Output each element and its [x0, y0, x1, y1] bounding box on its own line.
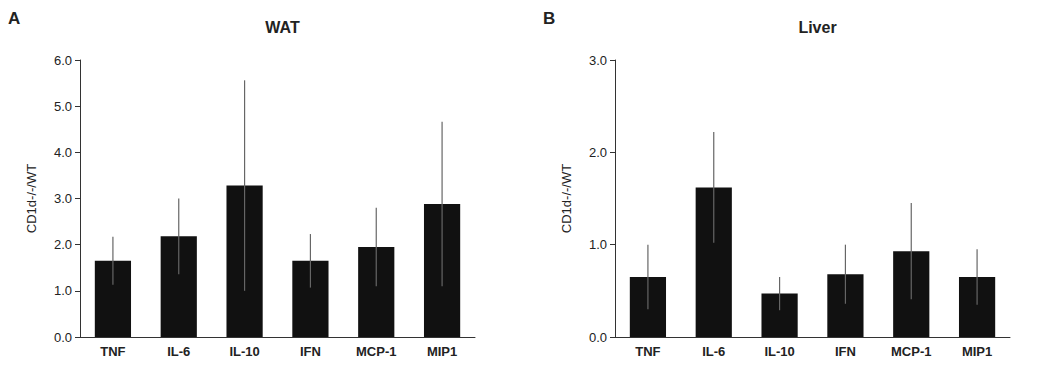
svg-text:TNF: TNF [635, 344, 660, 359]
svg-text:3.0: 3.0 [54, 191, 72, 206]
svg-text:CD1d-/-/WT: CD1d-/-/WT [24, 164, 39, 233]
svg-text:B: B [543, 9, 555, 28]
svg-text:MIP1: MIP1 [962, 344, 992, 359]
svg-text:A: A [8, 9, 20, 28]
svg-text:2.0: 2.0 [589, 145, 607, 160]
svg-text:IL-6: IL-6 [702, 344, 725, 359]
svg-text:Liver: Liver [798, 19, 836, 36]
svg-text:0.0: 0.0 [589, 330, 607, 345]
svg-text:4.0: 4.0 [54, 145, 72, 160]
svg-text:1.0: 1.0 [54, 283, 72, 298]
svg-text:MCP-1: MCP-1 [891, 344, 931, 359]
svg-text:TNF: TNF [100, 344, 125, 359]
svg-text:0.0: 0.0 [54, 330, 72, 345]
svg-text:3.0: 3.0 [589, 53, 607, 68]
svg-text:IL-6: IL-6 [167, 344, 190, 359]
svg-text:5.0: 5.0 [54, 99, 72, 114]
svg-text:MCP-1: MCP-1 [356, 344, 396, 359]
svg-text:IL-10: IL-10 [764, 344, 794, 359]
svg-text:IL-10: IL-10 [229, 344, 259, 359]
svg-text:MIP1: MIP1 [427, 344, 457, 359]
svg-text:2.0: 2.0 [54, 237, 72, 252]
svg-text:WAT: WAT [265, 19, 300, 36]
svg-text:CD1d-/-/WT: CD1d-/-/WT [559, 164, 574, 233]
svg-text:IFN: IFN [300, 344, 321, 359]
svg-text:6.0: 6.0 [54, 53, 72, 68]
svg-text:1.0: 1.0 [589, 237, 607, 252]
svg-text:IFN: IFN [835, 344, 856, 359]
